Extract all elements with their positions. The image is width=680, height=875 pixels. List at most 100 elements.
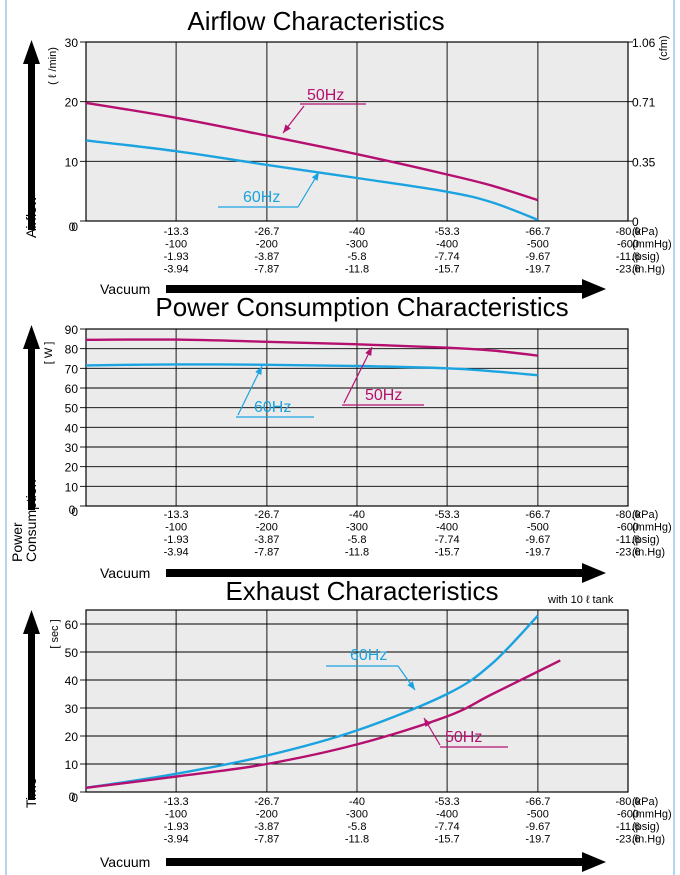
series-label-60Hz: 60Hz bbox=[350, 647, 387, 664]
series-pointer-head bbox=[283, 124, 291, 133]
series-pointer-line bbox=[343, 346, 373, 404]
series-line-50Hz bbox=[85, 101, 539, 202]
x-zero-label: 0 bbox=[69, 220, 76, 234]
series-pointer-head bbox=[365, 347, 372, 356]
y-axis-title: Time bbox=[23, 777, 39, 808]
y-tick-label: 20 bbox=[65, 730, 79, 744]
x-tick-label-psig: -11.6 bbox=[616, 534, 640, 546]
y-axis-arrow-shaft bbox=[28, 347, 35, 510]
x-tick-label-inhg: -15.7 bbox=[435, 834, 460, 846]
x-unit-label: (in.Hg) bbox=[632, 547, 665, 559]
x-tick-label-mmhg: -400 bbox=[436, 522, 458, 534]
x-tick-label-mmhg: -600 bbox=[617, 809, 639, 821]
y-axis-title-line2: Consumption bbox=[23, 480, 39, 563]
y-tick-label-right: 0 bbox=[632, 215, 639, 229]
x-tick-label-mmhg: -500 bbox=[527, 239, 549, 251]
x-tick-label-kpa: -80.0 bbox=[615, 796, 640, 808]
x-tick-label-inhg: -23.6 bbox=[615, 547, 640, 559]
chart-title: Exhaust Characteristics bbox=[225, 576, 498, 606]
x-tick-label-mmhg: -100 bbox=[165, 239, 187, 251]
x-tick-label-mmhg: -400 bbox=[436, 239, 458, 251]
x-tick-label-kpa: -13.3 bbox=[164, 509, 189, 521]
x-tick-label-mmhg: -200 bbox=[256, 809, 278, 821]
y-axis-arrow-head bbox=[23, 610, 40, 634]
x-axis-arrow-head bbox=[582, 563, 606, 583]
series-pointer-line bbox=[237, 365, 263, 416]
x-tick-label-psig: -11.6 bbox=[616, 821, 640, 833]
y-axis-title-line1: Power bbox=[9, 522, 25, 562]
x-tick-label-mmhg: -200 bbox=[256, 522, 278, 534]
y-tick-label-right: 0.71 bbox=[632, 96, 656, 110]
y-axis-arrow-head bbox=[23, 325, 40, 349]
x-axis-arrow-shaft bbox=[166, 858, 586, 866]
y-tick-label: 0 bbox=[71, 220, 78, 234]
x-tick-label-kpa: -40 bbox=[349, 509, 365, 521]
x-axis-arrow-head bbox=[582, 279, 606, 299]
x-tick-label-inhg: -3.94 bbox=[164, 547, 189, 559]
x-tick-label-inhg: -19.7 bbox=[525, 834, 550, 846]
x-axis-arrow-shaft bbox=[166, 285, 586, 293]
x-tick-label-mmhg: -300 bbox=[346, 522, 368, 534]
series-label-60Hz: 60Hz bbox=[254, 399, 291, 416]
y-tick-label: 50 bbox=[65, 402, 79, 416]
x-tick-label-inhg: -15.7 bbox=[435, 264, 460, 276]
x-tick-label-kpa: -80.0 bbox=[615, 509, 640, 521]
y-axis-arrow-head bbox=[23, 40, 40, 64]
x-tick-label-mmhg: -600 bbox=[617, 522, 639, 534]
y-axis-arrow-shaft bbox=[28, 632, 35, 800]
series-pointer-head bbox=[424, 718, 432, 727]
chart-note: with 10 ℓ tank bbox=[547, 594, 614, 606]
y-tick-label-right: 0.35 bbox=[632, 155, 656, 169]
x-tick-label-kpa: -80.0 bbox=[615, 226, 640, 238]
x-axis-arrow-shaft bbox=[166, 569, 586, 577]
series-line-60Hz bbox=[85, 139, 539, 221]
x-tick-label-psig: -3.87 bbox=[254, 534, 279, 546]
y-tick-label: 30 bbox=[65, 441, 79, 455]
x-tick-label-mmhg: -100 bbox=[165, 522, 187, 534]
x-tick-label-inhg: -15.7 bbox=[435, 547, 460, 559]
x-tick-label-psig: -5.8 bbox=[348, 534, 367, 546]
x-zero-label: 0 bbox=[69, 790, 76, 804]
x-tick-label-kpa: -26.7 bbox=[254, 509, 279, 521]
x-tick-label-psig: -3.87 bbox=[254, 821, 279, 833]
x-unit-label: (mmHg) bbox=[632, 239, 672, 251]
x-axis-title: Vacuum bbox=[100, 854, 150, 870]
x-unit-label: (kPa) bbox=[632, 226, 658, 238]
x-tick-label-inhg: -3.94 bbox=[164, 834, 189, 846]
x-tick-label-inhg: -11.8 bbox=[345, 834, 369, 846]
series-line-60Hz bbox=[85, 614, 539, 789]
x-tick-label-psig: -7.74 bbox=[435, 821, 460, 833]
y-tick-label: 10 bbox=[65, 155, 79, 169]
x-tick-label-inhg: -3.94 bbox=[164, 264, 189, 276]
x-tick-label-psig: -9.67 bbox=[525, 251, 550, 263]
y-axis-title: Airflow bbox=[23, 195, 39, 238]
x-tick-label-psig: -7.74 bbox=[435, 251, 460, 263]
y-tick-label: 60 bbox=[65, 382, 79, 396]
x-tick-label-kpa: -26.7 bbox=[254, 796, 279, 808]
y-tick-label: 50 bbox=[65, 646, 79, 660]
x-tick-label-inhg: -7.87 bbox=[254, 547, 279, 559]
y-unit-label: ( ℓ /min) bbox=[47, 47, 59, 85]
x-tick-label-mmhg: -500 bbox=[527, 809, 549, 821]
y-tick-label: 20 bbox=[65, 96, 79, 110]
x-tick-label-psig: -1.93 bbox=[164, 821, 189, 833]
x-tick-label-kpa: -40 bbox=[349, 796, 365, 808]
x-tick-label-psig: -9.67 bbox=[525, 534, 550, 546]
y-unit-label: [ W ] bbox=[43, 342, 55, 365]
x-axis-title: Vacuum bbox=[100, 565, 150, 581]
x-axis-arrow-head bbox=[582, 852, 606, 872]
x-tick-label-mmhg: -300 bbox=[346, 809, 368, 821]
series-label-50Hz: 50Hz bbox=[365, 387, 402, 404]
x-unit-label: (psig) bbox=[632, 251, 660, 263]
y-tick-label: 90 bbox=[65, 323, 79, 337]
y-tick-label-right: 1.06 bbox=[632, 36, 656, 50]
x-tick-label-kpa: -13.3 bbox=[164, 226, 189, 238]
x-tick-label-inhg: -19.7 bbox=[525, 264, 550, 276]
x-tick-label-inhg: -23.6 bbox=[615, 834, 640, 846]
x-axis-title: Vacuum bbox=[100, 281, 150, 297]
x-unit-label: (in.Hg) bbox=[632, 834, 665, 846]
x-unit-label: (kPa) bbox=[632, 509, 658, 521]
x-tick-label-psig: -1.93 bbox=[164, 251, 189, 263]
y-tick-label: 30 bbox=[65, 36, 79, 50]
chart-3: Exhaust Characteristics with 10 ℓ tank 0 10… bbox=[23, 576, 672, 872]
